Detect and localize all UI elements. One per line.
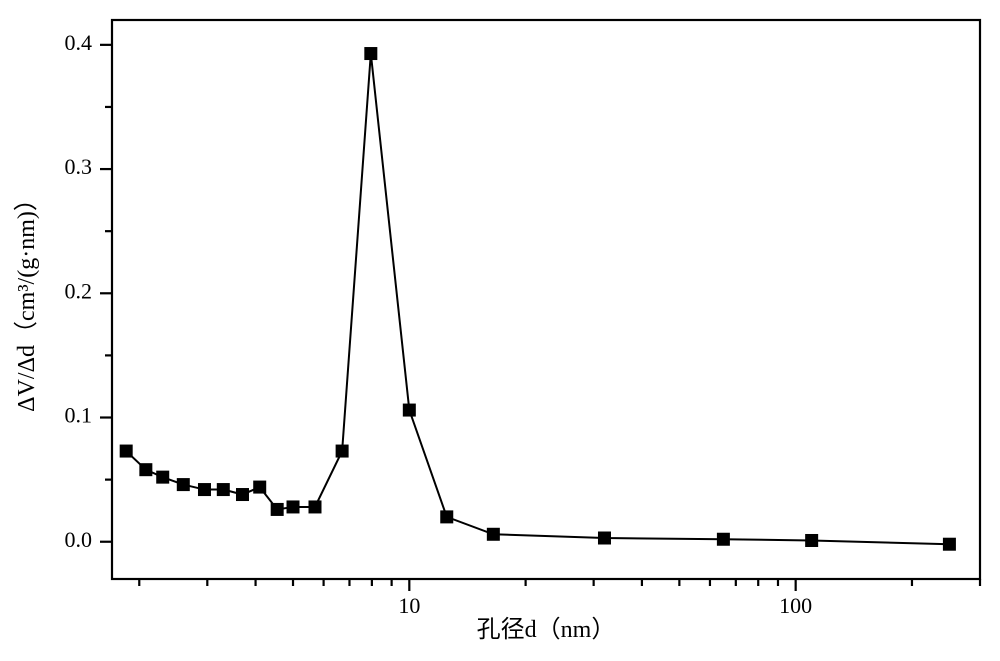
x-axis-label: 孔径d（nm） [477,616,616,643]
svg-text:0.3: 0.3 [65,154,93,179]
svg-text:0.1: 0.1 [65,403,93,428]
svg-text:10: 10 [398,593,420,618]
y-axis-label: ΔV/Δd（cm³/(g·nm)） [14,187,40,412]
pore-size-distribution-chart: 0.0 0.1 0.2 0.3 0.4 10 100 孔径d（nm） ΔV/Δd（cm³/(g·… [0,0,1000,661]
svg-text:0.0: 0.0 [65,527,93,552]
svg-text:0.2: 0.2 [65,278,93,303]
svg-text:0.4: 0.4 [65,30,93,55]
svg-text:100: 100 [779,593,812,618]
